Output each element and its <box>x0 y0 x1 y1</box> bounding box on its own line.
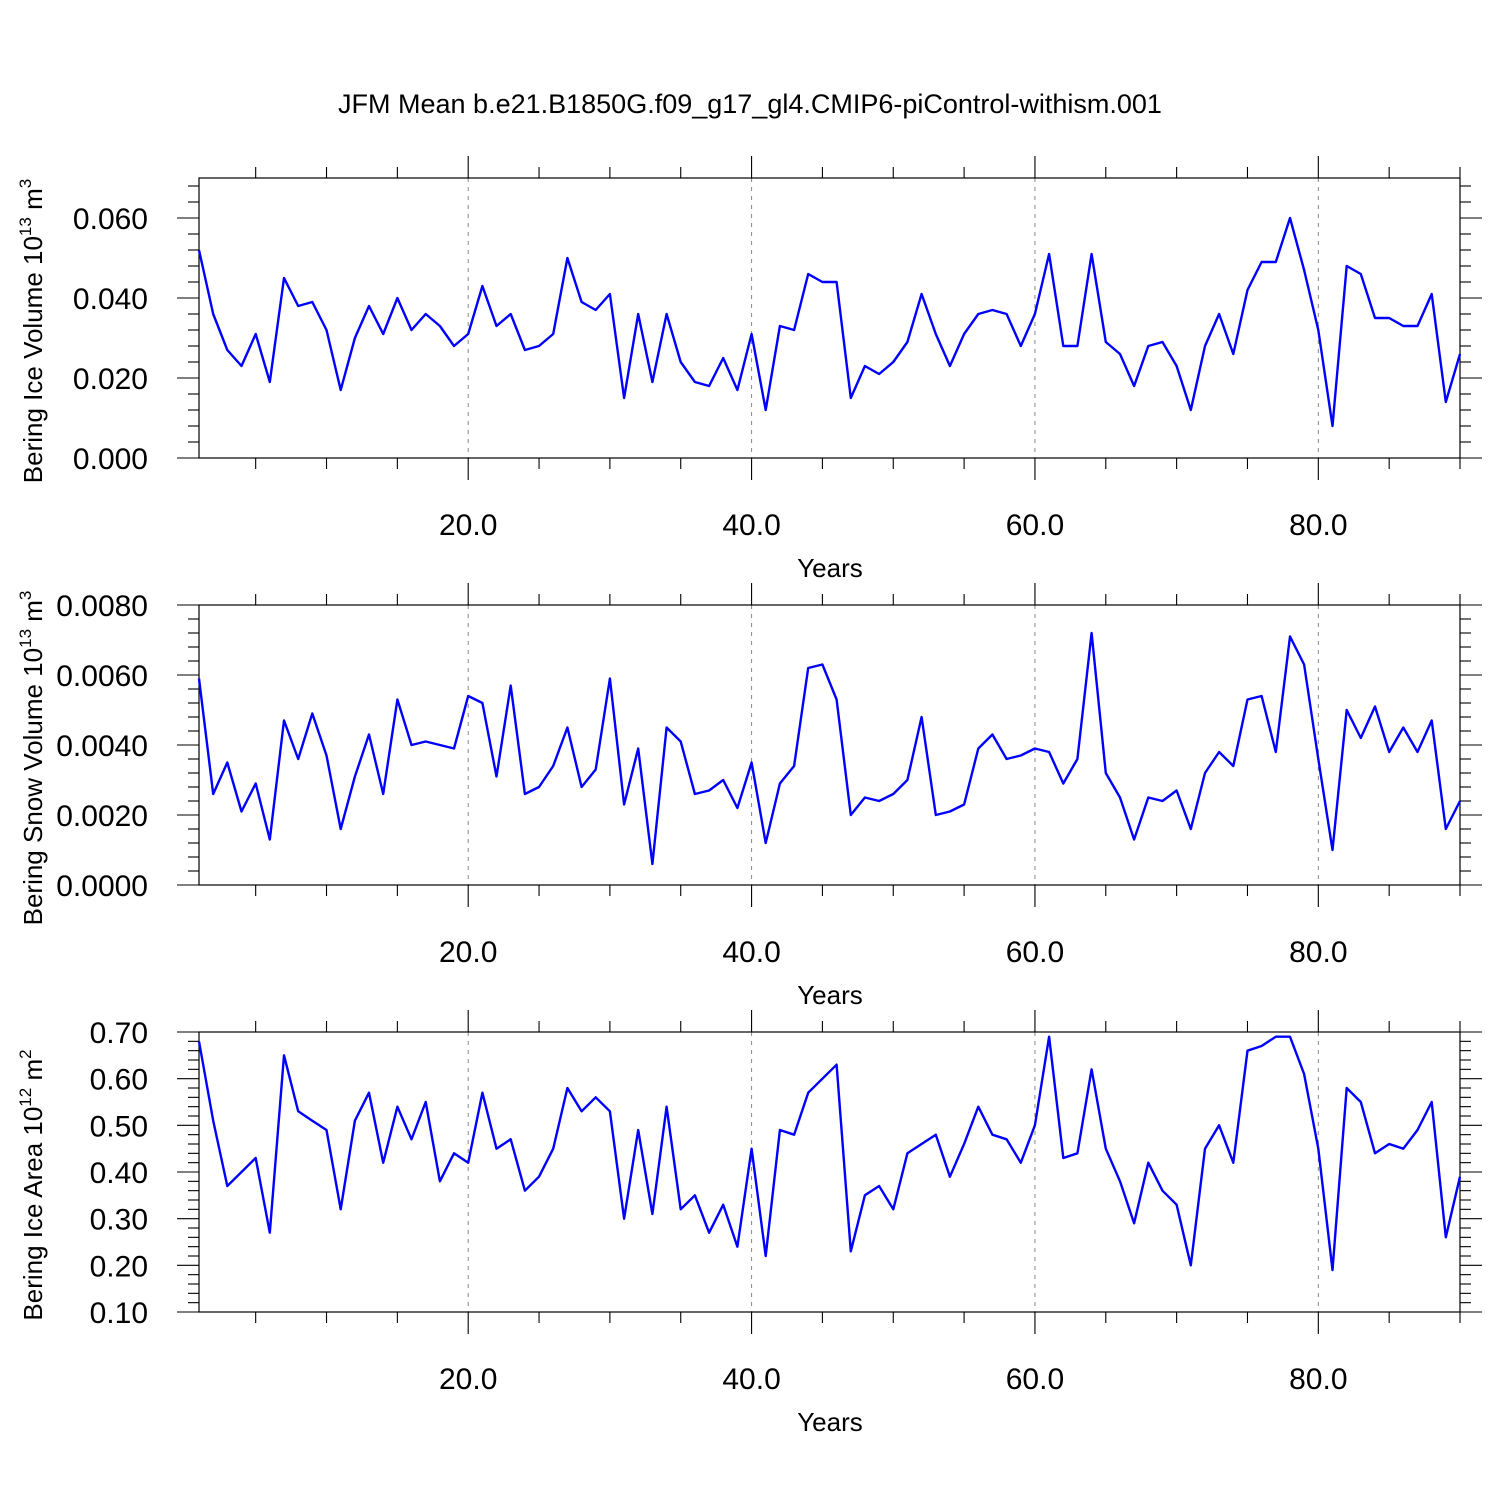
x-tick-label: 40.0 <box>722 1363 780 1396</box>
chart-panels: 0.000 0.020 0.040 0.060 20.0 40.0 60.0 80.0 Year… <box>16 156 1482 1437</box>
y-tick-label: 0.20 <box>90 1250 148 1283</box>
series-line <box>197 631 1462 866</box>
x-tick-label: 80.0 <box>1289 936 1347 969</box>
y-tick-label: 0.70 <box>90 1017 148 1050</box>
x-axis-label: Years <box>797 980 863 1010</box>
y-tick-label: 0.10 <box>90 1297 148 1330</box>
x-tick-label: 80.0 <box>1289 1363 1347 1396</box>
x-tick-label: 60.0 <box>1006 1363 1064 1396</box>
chart-panel-1: 0.000 0.020 0.040 0.060 20.0 40.0 60.0 80.0 Year… <box>16 156 1482 583</box>
y-tick-label: 0.040 <box>73 283 148 316</box>
x-tick-label: 60.0 <box>1006 936 1064 969</box>
x-tick-label: 20.0 <box>439 509 497 542</box>
y-tick-label: 0.50 <box>90 1110 148 1143</box>
plot-frame <box>198 604 1461 886</box>
chart-panel-2: 0.0000 0.0020 0.0040 0.0060 0.0080 20.0 40.0 60… <box>16 583 1482 1010</box>
x-tick-label: 40.0 <box>722 936 780 969</box>
x-tick-label: 60.0 <box>1006 509 1064 542</box>
y-tick-label: 0.000 <box>73 443 148 476</box>
chart-panel-3: 0.10 0.20 0.30 0.40 0.50 0.60 0.70 20.0 40.0 60.0… <box>16 1010 1482 1437</box>
plot-frame <box>198 1031 1461 1313</box>
y-axis-label: Bering Snow Volume 1013 m3 <box>16 591 48 926</box>
y-tick-label: 0.0080 <box>56 590 148 623</box>
y-tick-label: 0.0020 <box>56 800 148 833</box>
y-tick-label: 0.40 <box>90 1157 148 1190</box>
y-axis-label: Bering Ice Area 1012 m2 <box>16 1049 48 1320</box>
x-tick-label: 80.0 <box>1289 509 1347 542</box>
y-axis-label: Bering Ice Volume 1013 m3 <box>16 179 48 483</box>
y-tick-label: 0.30 <box>90 1204 148 1237</box>
y-tick-label: 0.0000 <box>56 870 148 903</box>
y-tick-label: 0.0060 <box>56 660 148 693</box>
x-axis-label: Years <box>797 1407 863 1437</box>
chart-title: JFM Mean b.e21.B1850G.f09_g17_gl4.CMIP6-… <box>338 89 1162 119</box>
x-tick-label: 40.0 <box>722 509 780 542</box>
y-tick-label: 0.0040 <box>56 730 148 763</box>
x-tick-label: 20.0 <box>439 1363 497 1396</box>
x-tick-label: 20.0 <box>439 936 497 969</box>
x-axis-label: Years <box>797 553 863 583</box>
series-line <box>197 216 1462 428</box>
y-tick-label: 0.060 <box>73 203 148 236</box>
plot-frame <box>198 177 1461 459</box>
series-line <box>197 1035 1462 1272</box>
y-tick-label: 0.60 <box>90 1064 148 1097</box>
y-tick-label: 0.020 <box>73 363 148 396</box>
